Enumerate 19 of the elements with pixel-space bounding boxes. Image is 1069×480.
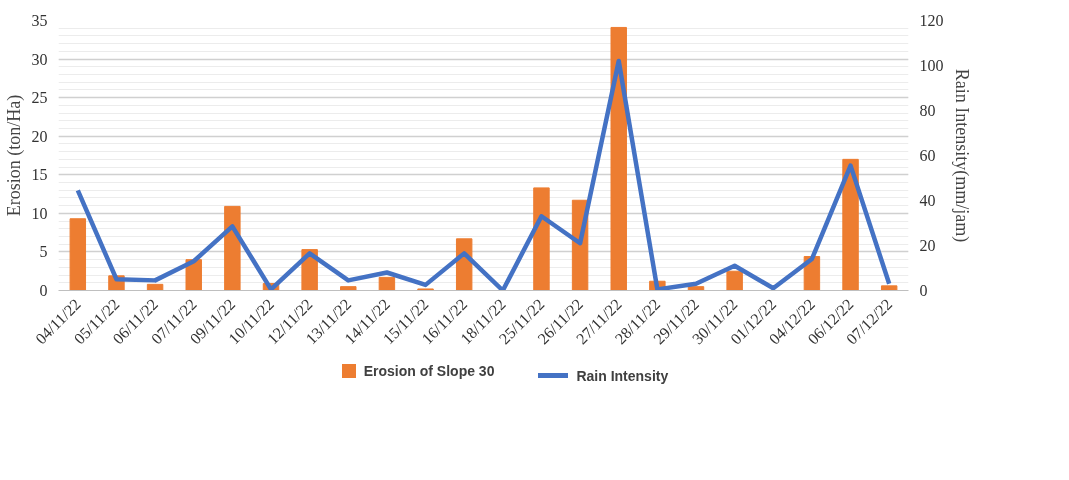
y-tick-label: 30 bbox=[31, 50, 48, 68]
y-tick-label: 5 bbox=[39, 243, 48, 261]
legend-label: Erosion of Slope 30 bbox=[363, 362, 495, 381]
legend-label: Rain Intensity bbox=[576, 366, 669, 386]
y-axis-title: Erosion (ton/Ha) bbox=[3, 94, 25, 217]
y-tick-label: 20 bbox=[31, 127, 48, 145]
y2-tick-label: 120 bbox=[919, 12, 944, 29]
y2-tick-label: 0 bbox=[919, 282, 928, 299]
y2-axis-title: Rain Intensity(mm/jam) bbox=[950, 68, 972, 243]
y2-tick-label: 100 bbox=[919, 57, 944, 74]
y2-tick-label: 40 bbox=[919, 192, 936, 209]
y2-tick-label: 20 bbox=[919, 237, 936, 254]
y2-tick-label: 80 bbox=[919, 102, 936, 119]
y-tick-label: 25 bbox=[31, 89, 48, 107]
y-tick-label: 10 bbox=[31, 204, 48, 222]
y-tick-label: 0 bbox=[39, 282, 48, 299]
y2-tick-label: 60 bbox=[919, 147, 936, 164]
y-tick-label: 35 bbox=[31, 12, 48, 29]
y-tick-label: 15 bbox=[31, 166, 48, 184]
